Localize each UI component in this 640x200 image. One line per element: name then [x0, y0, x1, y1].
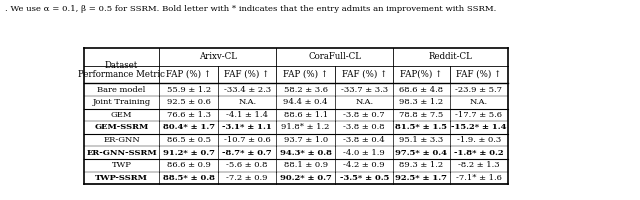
Text: -3.5* ± 0.5: -3.5* ± 0.5 [340, 174, 389, 182]
Text: 94.3* ± 0.8: 94.3* ± 0.8 [280, 149, 332, 157]
Text: -15.2* ± 1.4: -15.2* ± 1.4 [451, 123, 506, 131]
Text: 93.7 ± 1.0: 93.7 ± 1.0 [284, 136, 328, 144]
Text: 88.5* ± 0.8: 88.5* ± 0.8 [163, 174, 214, 182]
Text: -33.4 ± 2.3: -33.4 ± 2.3 [223, 86, 271, 94]
Text: -1.9. ± 0.3: -1.9. ± 0.3 [457, 136, 501, 144]
Text: Dataset: Dataset [105, 61, 138, 70]
Text: FAF (%) ↑: FAF (%) ↑ [342, 70, 387, 79]
Text: FAP(%) ↑: FAP(%) ↑ [400, 70, 443, 79]
Text: Joint Training: Joint Training [93, 98, 151, 106]
Text: FAF (%) ↑: FAF (%) ↑ [456, 70, 502, 79]
Text: 92.5 ± 0.6: 92.5 ± 0.6 [166, 98, 211, 106]
Text: 78.8 ± 7.5: 78.8 ± 7.5 [399, 111, 444, 119]
Text: -8.2 ± 1.3: -8.2 ± 1.3 [458, 161, 500, 169]
Text: Arixv-CL: Arixv-CL [199, 52, 237, 61]
Text: 91.2* ± 0.7: 91.2* ± 0.7 [163, 149, 214, 157]
Text: -17.7 ± 5.6: -17.7 ± 5.6 [455, 111, 502, 119]
Text: -3.8 ± 0.8: -3.8 ± 0.8 [344, 123, 385, 131]
Text: ER-GNN: ER-GNN [103, 136, 140, 144]
Text: ER-GNN-SSRM: ER-GNN-SSRM [86, 149, 157, 157]
Text: 91.8* ± 1.2: 91.8* ± 1.2 [282, 123, 330, 131]
Text: GEM: GEM [111, 111, 132, 119]
Text: 76.6 ± 1.3: 76.6 ± 1.3 [166, 111, 211, 119]
Text: 88.6 ± 1.1: 88.6 ± 1.1 [284, 111, 328, 119]
Text: N.A.: N.A. [355, 98, 373, 106]
Text: 95.1 ± 3.3: 95.1 ± 3.3 [399, 136, 444, 144]
Text: 81.5* ± 1.5: 81.5* ± 1.5 [396, 123, 447, 131]
Text: 98.3 ± 1.2: 98.3 ± 1.2 [399, 98, 444, 106]
Text: TWP-SSRM: TWP-SSRM [95, 174, 148, 182]
Text: 89.3 ± 1.2: 89.3 ± 1.2 [399, 161, 444, 169]
Text: CoraFull-CL: CoraFull-CL [308, 52, 362, 61]
Text: 58.2 ± 3.6: 58.2 ± 3.6 [284, 86, 328, 94]
Text: -23.9 ± 5.7: -23.9 ± 5.7 [455, 86, 502, 94]
Text: 90.2* ± 0.7: 90.2* ± 0.7 [280, 174, 332, 182]
Text: Reddit-CL: Reddit-CL [429, 52, 473, 61]
Text: -4.2 ± 0.9: -4.2 ± 0.9 [344, 161, 385, 169]
Text: Performance Metric: Performance Metric [78, 70, 165, 79]
Text: 94.4 ± 0.4: 94.4 ± 0.4 [284, 98, 328, 106]
Text: N.A.: N.A. [470, 98, 488, 106]
Text: -7.1* ± 1.6: -7.1* ± 1.6 [456, 174, 502, 182]
Text: -3.8 ± 0.7: -3.8 ± 0.7 [344, 111, 385, 119]
Text: 88.1 ± 0.9: 88.1 ± 0.9 [284, 161, 328, 169]
Text: -3.8 ± 0.4: -3.8 ± 0.4 [343, 136, 385, 144]
Text: -5.6 ± 0.8: -5.6 ± 0.8 [227, 161, 268, 169]
Text: 86.5 ± 0.5: 86.5 ± 0.5 [166, 136, 211, 144]
Text: 80.4* ± 1.7: 80.4* ± 1.7 [163, 123, 214, 131]
Text: 68.6 ± 4.8: 68.6 ± 4.8 [399, 86, 444, 94]
Text: FAP (%) ↑: FAP (%) ↑ [283, 70, 328, 79]
Text: 97.5* ± 0.4: 97.5* ± 0.4 [396, 149, 447, 157]
Text: -7.2 ± 0.9: -7.2 ± 0.9 [227, 174, 268, 182]
Text: . We use α = 0.1, β = 0.5 for SSRM. Bold letter with * indicates that the entry : . We use α = 0.1, β = 0.5 for SSRM. Bold… [5, 5, 497, 13]
Text: GEM-SSRM: GEM-SSRM [95, 123, 148, 131]
Text: 55.9 ± 1.2: 55.9 ± 1.2 [166, 86, 211, 94]
Text: TWP: TWP [112, 161, 132, 169]
Text: -10.7 ± 0.6: -10.7 ± 0.6 [224, 136, 271, 144]
Text: Bare model: Bare model [97, 86, 146, 94]
Text: -4.1 ± 1.4: -4.1 ± 1.4 [226, 111, 268, 119]
Text: -8.7* ± 0.7: -8.7* ± 0.7 [222, 149, 272, 157]
Text: -1.8* ± 0.2: -1.8* ± 0.2 [454, 149, 504, 157]
Text: N.A.: N.A. [238, 98, 256, 106]
Text: 86.6 ± 0.9: 86.6 ± 0.9 [166, 161, 211, 169]
Text: -4.0 ± 1.9: -4.0 ± 1.9 [343, 149, 385, 157]
Text: -33.7 ± 3.3: -33.7 ± 3.3 [340, 86, 388, 94]
Text: -3.1* ± 1.1: -3.1* ± 1.1 [222, 123, 272, 131]
Text: FAF (%) ↑: FAF (%) ↑ [225, 70, 270, 79]
Text: FAP (%) ↑: FAP (%) ↑ [166, 70, 211, 79]
Text: 92.5* ± 1.7: 92.5* ± 1.7 [396, 174, 447, 182]
